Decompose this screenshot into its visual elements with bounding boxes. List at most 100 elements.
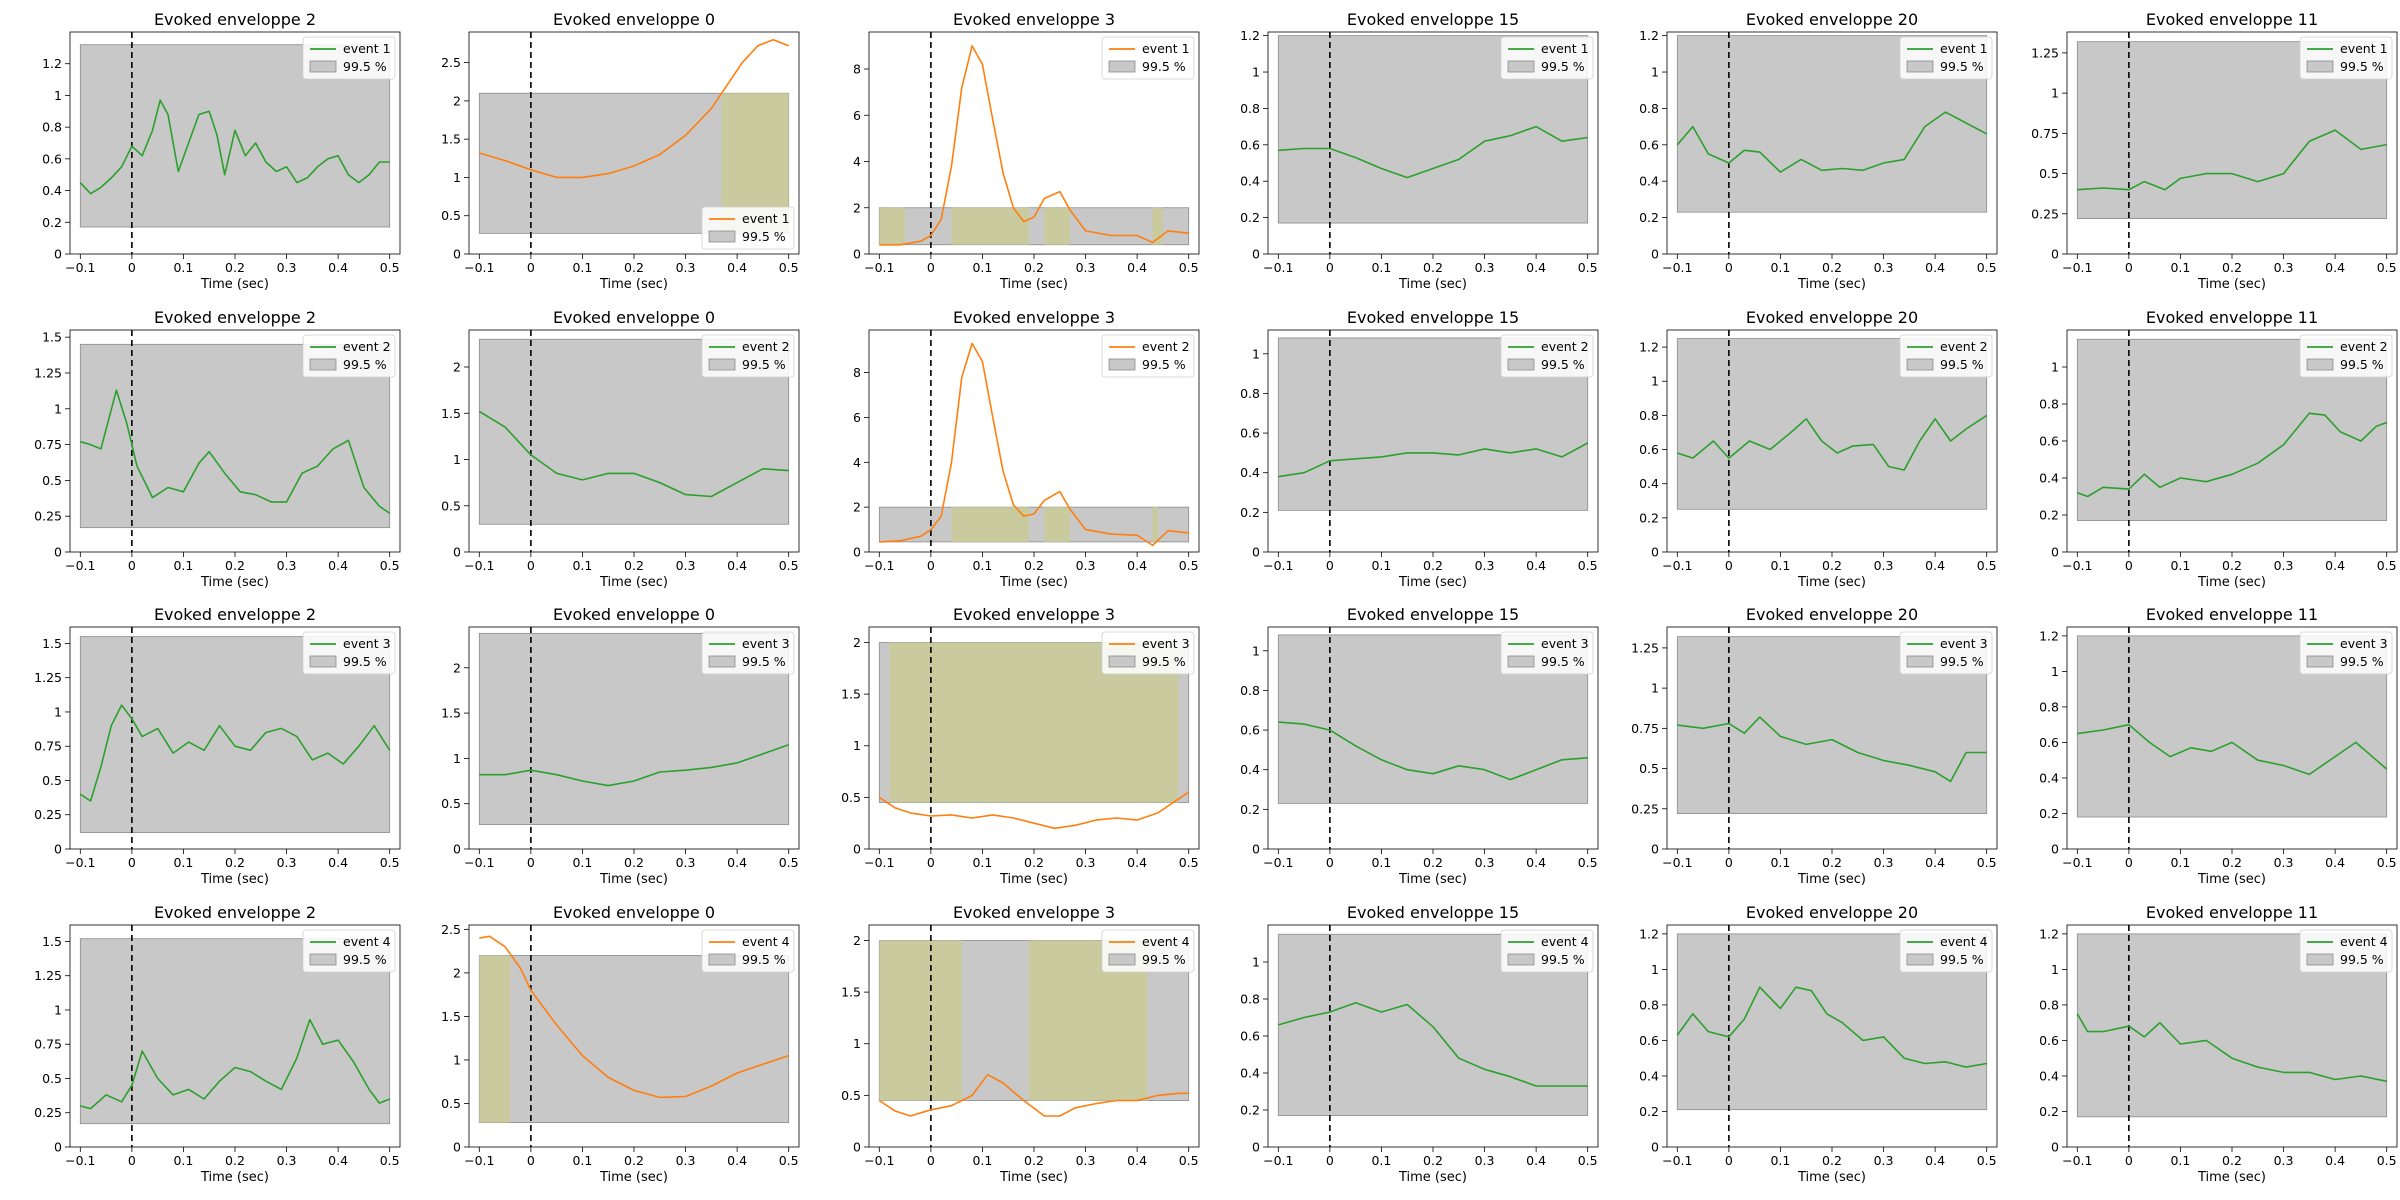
x-tick-label: 0.2 [1423, 855, 1443, 870]
legend-band-swatch [1108, 358, 1136, 371]
x-tick-label: 0 [1725, 558, 1733, 573]
legend-band-swatch [1108, 60, 1136, 73]
legend-band-swatch [1906, 358, 1934, 371]
y-tick-label: 1.25 [2031, 45, 2059, 60]
subplot-17: −0.1 0 0.1 0.2 0.3 0.4 0.500.250.50.7511.25Evo… [1631, 605, 1998, 887]
y-tick-label: 0.2 [2039, 508, 2059, 523]
legend: event 4 99.5 % [1101, 929, 1195, 973]
x-tick-label: 0.2 [225, 1153, 245, 1168]
x-tick-label: 0.1 [1371, 558, 1391, 573]
y-tick-label: 1 [1252, 346, 1260, 361]
x-tick-label: 0.5 [2377, 855, 2397, 870]
x-tick-label: 0.1 [572, 558, 592, 573]
legend-label-event: event 3 [1940, 636, 1988, 651]
legend-label-event: event 4 [2340, 934, 2388, 949]
x-tick-label: 0 [128, 260, 136, 275]
x-tick-label: 0.4 [727, 1153, 747, 1168]
x-tick-label: 0 [1725, 855, 1733, 870]
legend-band-swatch [1108, 655, 1136, 668]
legend-band-swatch [1108, 953, 1136, 966]
x-axis-label: Time (sec) [599, 277, 668, 292]
y-tick-label: 0.75 [2031, 126, 2059, 141]
y-tick-label: 0 [54, 247, 62, 262]
y-tick-label: 1.25 [1631, 640, 1659, 655]
subplot-16: −0.1 0 0.1 0.2 0.3 0.4 0.500.20.40.60.81Evoked… [1240, 605, 1599, 887]
data-line [1676, 986, 1987, 1068]
x-tick-label: 0 [1725, 1153, 1733, 1168]
subplot-title: Evoked enveloppe 11 [2146, 903, 2318, 922]
legend: event 2 99.5 % [302, 334, 396, 378]
y-tick-label: 1.2 [1240, 28, 1260, 43]
y-tick-label: 0.6 [1639, 442, 1659, 457]
subplot-title: Evoked enveloppe 0 [553, 10, 715, 29]
y-tick-label: 1 [1252, 955, 1260, 970]
y-tick-label: 2 [853, 500, 861, 515]
subplot-10: −0.1 0 0.1 0.2 0.3 0.4 0.500.20.40.60.81Evoked… [1240, 308, 1599, 590]
data-line [2076, 1013, 2387, 1083]
y-tick-label: 1.2 [1639, 28, 1659, 43]
x-tick-label: 0 [128, 855, 136, 870]
x-tick-label: 0.4 [1925, 855, 1945, 870]
x-tick-label: 0.2 [624, 855, 644, 870]
y-tick-label: 0 [1651, 842, 1659, 857]
highlight-region [879, 207, 906, 245]
x-tick-label: 0.2 [1024, 855, 1044, 870]
y-tick-label: 1.2 [2039, 628, 2059, 643]
y-tick-label: 0.25 [34, 509, 62, 524]
x-tick-label: 0.2 [1822, 1153, 1842, 1168]
y-tick-label: 0.5 [2039, 166, 2059, 181]
x-tick-label: 0 [2125, 855, 2133, 870]
y-tick-label: 0 [2051, 842, 2059, 857]
x-axis-label: Time (sec) [999, 1170, 1068, 1185]
y-tick-label: 0 [453, 842, 461, 857]
data-line [479, 744, 789, 787]
subplot-title: Evoked enveloppe 15 [1347, 10, 1519, 29]
x-tick-label: 0.1 [2170, 260, 2190, 275]
legend-band-swatch [1507, 358, 1535, 371]
x-tick-label: 0.3 [277, 260, 297, 275]
subplot-title: Evoked enveloppe 15 [1347, 903, 1519, 922]
y-tick-label: 1.5 [42, 934, 62, 949]
x-tick-label: 0 [527, 260, 535, 275]
x-tick-label: 0.5 [779, 855, 799, 870]
legend-label-event: event 4 [1142, 934, 1190, 949]
y-tick-label: 0.4 [2039, 471, 2059, 486]
x-tick-label: 0.2 [225, 558, 245, 573]
y-tick-label: 0.5 [441, 208, 461, 223]
data-line [878, 1073, 1189, 1117]
y-tick-label: 2 [853, 635, 861, 650]
x-tick-label: 0.5 [380, 558, 400, 573]
x-tick-label: −0.1 [464, 855, 494, 870]
subplot-title: Evoked enveloppe 2 [154, 10, 316, 29]
x-tick-label: 0.3 [676, 1153, 696, 1168]
legend-label-event: event 2 [1940, 339, 1988, 354]
x-tick-label: 0.3 [1475, 558, 1495, 573]
y-tick-label: 0 [453, 1140, 461, 1155]
x-tick-label: −0.1 [1662, 1153, 1692, 1168]
subplot-6: −0.1 0 0.1 0.2 0.3 0.4 0.500.250.50.7511.25Evo… [2031, 10, 2398, 292]
legend-label-event: event 1 [742, 211, 790, 226]
legend-label-event: event 2 [2340, 339, 2388, 354]
y-tick-label: 2 [453, 965, 461, 980]
x-tick-label: 0.3 [2274, 558, 2294, 573]
x-tick-label: 0.4 [2325, 1153, 2345, 1168]
data-line [1278, 125, 1588, 179]
x-tick-label: 0 [1326, 855, 1334, 870]
y-tick-label: 0.4 [1240, 762, 1260, 777]
legend-band-swatch [309, 358, 337, 371]
y-tick-label: 2.5 [441, 55, 461, 70]
y-tick-label: 0 [1252, 842, 1260, 857]
x-tick-label: 0 [1326, 1153, 1334, 1168]
x-axis-label: Time (sec) [599, 575, 668, 590]
x-tick-label: 0.5 [1977, 855, 1997, 870]
x-tick-label: 0.5 [1578, 260, 1598, 275]
legend-band-swatch [708, 953, 736, 966]
x-tick-label: 0.3 [1475, 855, 1495, 870]
x-tick-label: 0.2 [225, 855, 245, 870]
legend: event 1 99.5 % [1101, 36, 1195, 80]
x-tick-label: 0.2 [1024, 260, 1044, 275]
x-tick-label: 0.4 [328, 1153, 348, 1168]
y-tick-label: 0.5 [841, 790, 861, 805]
x-tick-label: 0.3 [1076, 260, 1096, 275]
data-line [1278, 442, 1589, 478]
